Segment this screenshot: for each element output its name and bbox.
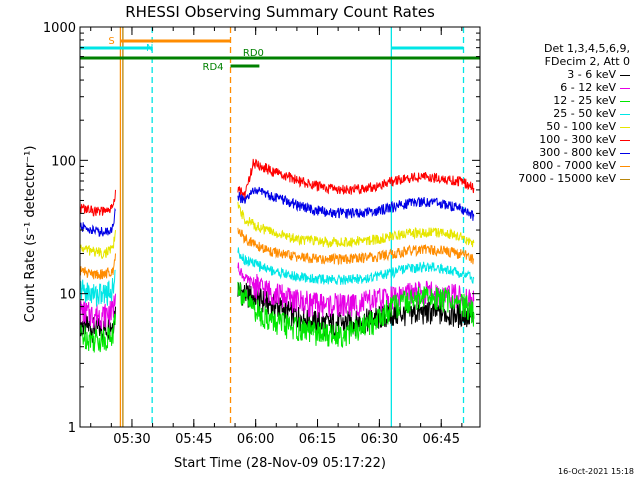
legend-entry: 6 - 12 keV	[484, 81, 630, 94]
series-line	[237, 201, 475, 249]
legend-entry: 7000 - 15000 keV	[484, 172, 630, 185]
legend-entry: 12 - 25 keV	[484, 94, 630, 107]
legend-label: 6 - 12 keV	[560, 81, 616, 94]
x-tick-label: 06:45	[423, 432, 460, 447]
legend-label: 50 - 100 keV	[546, 120, 616, 133]
flag-label: RD4	[203, 62, 224, 73]
legend-header-line-1: Det 1,3,4,5,6,9,	[543, 42, 630, 55]
legend-entry: 100 - 300 keV	[484, 133, 630, 146]
series-line	[237, 247, 475, 285]
plot-frame	[79, 26, 481, 428]
legend-entry: 25 - 50 keV	[484, 107, 630, 120]
flag-label: N	[146, 43, 153, 54]
y-tick-label: 1	[68, 421, 76, 436]
series-line	[79, 230, 116, 259]
legend: Det 1,3,4,5,6,9, FDecim 2, Att 0 3 - 6 k…	[484, 42, 630, 185]
legend-label: 25 - 50 keV	[553, 107, 616, 120]
flag-label: S	[108, 36, 114, 47]
flag-label: RD0	[243, 48, 264, 59]
x-tick-label: 05:45	[175, 432, 212, 447]
x-tick-label: 06:30	[361, 432, 398, 447]
series-line	[237, 262, 475, 318]
legend-swatch	[620, 165, 630, 167]
legend-swatch	[620, 113, 630, 115]
legend-entry: 800 - 7000 keV	[484, 159, 630, 172]
y-tick-label: 100	[51, 154, 76, 169]
legend-swatch	[620, 74, 630, 76]
legend-label: 300 - 800 keV	[539, 146, 616, 159]
x-tick-label: 05:30	[113, 432, 150, 447]
x-axis-label: Start Time (28-Nov-09 05:17:22)	[174, 456, 386, 471]
series-line	[79, 269, 116, 307]
legend-swatch	[620, 100, 630, 102]
series-line	[80, 313, 116, 353]
series-line	[237, 227, 475, 266]
legend-swatch	[620, 126, 630, 128]
series-line	[79, 253, 116, 280]
generation-timestamp: 16-Oct-2021 15:18	[558, 467, 634, 476]
series-line	[79, 207, 116, 237]
x-tick-label: 06:15	[299, 432, 336, 447]
legend-swatch	[620, 178, 630, 180]
y-tick-label: 10	[59, 288, 76, 303]
y-tick-label: 1000	[43, 21, 76, 36]
legend-label: 3 - 6 keV	[567, 68, 616, 81]
series-line	[237, 186, 475, 221]
legend-label: 100 - 300 keV	[539, 133, 616, 146]
x-tick-label: 06:00	[237, 432, 274, 447]
legend-label: 12 - 25 keV	[553, 94, 616, 107]
legend-entry: 3 - 6 keV	[484, 68, 630, 81]
series-line	[237, 158, 475, 200]
legend-entry: 50 - 100 keV	[484, 120, 630, 133]
chart-title: RHESSI Observing Summary Count Rates	[125, 3, 435, 21]
legend-swatch	[620, 87, 630, 89]
y-axis-label: Count Rate (s⁻¹ detector⁻¹)	[23, 146, 38, 323]
legend-swatch	[620, 152, 630, 154]
legend-header-line-2: FDecim 2, Att 0	[544, 55, 630, 68]
axes: 1 10 100 1000 05:30 05:45 06:00 06:15 06:30 06:45	[43, 21, 480, 447]
series-line	[79, 293, 116, 330]
series-line	[79, 189, 116, 217]
legend-label: 800 - 7000 keV	[532, 159, 616, 172]
legend-label: 7000 - 15000 keV	[518, 172, 616, 185]
plot-area: S N RD0 RD4	[79, 27, 480, 427]
legend-entry: 300 - 800 keV	[484, 146, 630, 159]
legend-swatch	[620, 139, 630, 141]
series-line	[237, 281, 475, 348]
